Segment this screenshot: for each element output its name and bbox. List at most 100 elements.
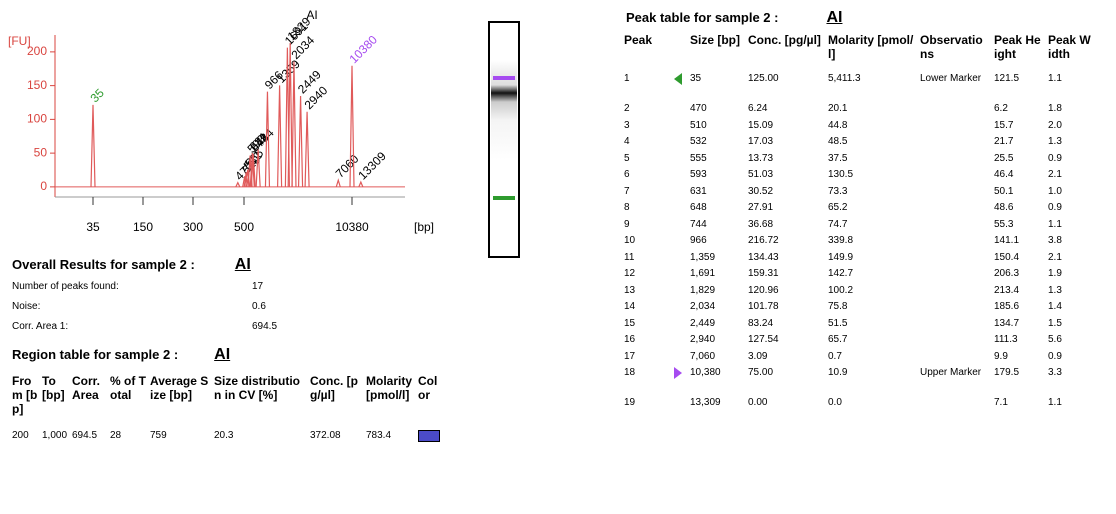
peak-cell: Upper Marker [918, 367, 992, 397]
peak-header: Conc. [pg/µl] [746, 33, 826, 73]
peak-cell [918, 252, 992, 269]
peak-row: 659351.03130.546.42.1 [622, 169, 1094, 186]
peak-cell: 1,359 [688, 252, 746, 269]
peak-cell: 150.4 [992, 252, 1046, 269]
peak-row: 142,034101.7875.8185.61.4 [622, 301, 1094, 318]
peak-cell: 149.9 [826, 252, 918, 269]
peak-cell: 121.5 [992, 73, 1046, 103]
peak-cell: 44.8 [826, 120, 918, 137]
peak-cell: 2.0 [1046, 120, 1094, 137]
region-header: From [bp] [10, 374, 40, 430]
peak-cell [918, 285, 992, 302]
y-tick-label: 50 [34, 145, 48, 159]
peak-cell: 0.9 [1046, 202, 1094, 219]
region-sample: AI [214, 346, 230, 363]
peak-cell [918, 120, 992, 137]
peak-label: 10380 [346, 32, 380, 66]
peak-cell: 16 [622, 334, 688, 351]
peak-cell: 532 [688, 136, 746, 153]
peak [91, 105, 95, 187]
peak-cell: 744 [688, 219, 746, 236]
overall-title: Overall Results for sample 2 : [12, 257, 195, 272]
peak-cell: 213.4 [992, 285, 1046, 302]
peak-cell: 3.8 [1046, 235, 1094, 252]
marker-icon [674, 73, 682, 85]
upper-band [493, 76, 515, 80]
peak-cell: 13.73 [746, 153, 826, 170]
peak-cell: 6 [622, 169, 688, 186]
peak-cell [918, 219, 992, 236]
peak-cell: 10,380 [688, 367, 746, 397]
peak-cell [918, 136, 992, 153]
peak-label: 35 [87, 86, 107, 106]
peak-cell: 2.1 [1046, 169, 1094, 186]
region-color-cell [416, 430, 442, 446]
peak-cell: 185.6 [992, 301, 1046, 318]
peak-cell: 74.7 [826, 219, 918, 236]
peak-cell: 130.5 [826, 169, 918, 186]
region-cell: 1,000 [40, 430, 70, 446]
peak-cell [918, 103, 992, 120]
peak-cell: 1.0 [1046, 186, 1094, 203]
peak [299, 96, 303, 187]
peak-cell: 1.1 [1046, 219, 1094, 236]
peak-cell [918, 186, 992, 203]
color-swatch [418, 430, 440, 442]
region-header: % of Total [108, 374, 148, 430]
peak-cell [918, 169, 992, 186]
peak-cell: 134.43 [746, 252, 826, 269]
peak-cell: 5,411.3 [826, 73, 918, 103]
peak-cell: 3.09 [746, 351, 826, 368]
peak-cell: 37.5 [826, 153, 918, 170]
peak-cell: 1.4 [1046, 301, 1094, 318]
peak-cell: 2,940 [688, 334, 746, 351]
peak-cell: 5 [622, 153, 688, 170]
overall-label: Corr. Area 1: [10, 321, 250, 341]
peak-cell: 30.52 [746, 186, 826, 203]
peak-cell: 17.03 [746, 136, 826, 153]
peak-cell: 101.78 [746, 301, 826, 318]
peak-cell: 36.68 [746, 219, 826, 236]
peak-cell: 10 [622, 235, 688, 252]
overall-row: Number of peaks found:17 [10, 281, 279, 301]
peak-cell: 10.9 [826, 367, 918, 397]
peak-cell: 27.91 [746, 202, 826, 219]
peak-cell: 48.5 [826, 136, 918, 153]
peak-cell: 1,829 [688, 285, 746, 302]
page: AI [FU] [bp] 050100150200351503005001038… [0, 0, 1116, 514]
peak-cell: 1,691 [688, 268, 746, 285]
peak-cell: 3 [622, 120, 688, 137]
peak-cell [918, 301, 992, 318]
peak-cell: 83.24 [746, 318, 826, 335]
peak-row: 10966216.72339.8141.13.8 [622, 235, 1094, 252]
peak-header: Peak Width [1046, 33, 1094, 73]
peak-row: 974436.6874.755.31.1 [622, 219, 1094, 236]
overall-value: 17 [250, 281, 279, 301]
peak-cell: 55.3 [992, 219, 1046, 236]
peak-cell [918, 153, 992, 170]
peak-cell: 125.00 [746, 73, 826, 103]
region-table: From [bp]To [bp]Corr. Area% of TotalAver… [10, 374, 442, 446]
overall-row: Noise:0.6 [10, 301, 279, 321]
peak-cell: 631 [688, 186, 746, 203]
peak-cell [918, 235, 992, 252]
peak-cell: 48.6 [992, 202, 1046, 219]
peak-cell: 6.24 [746, 103, 826, 120]
peak-cell: 75.8 [826, 301, 918, 318]
peak-cell: 35 [688, 73, 746, 103]
overall-label: Number of peaks found: [10, 281, 250, 301]
region-cell: 28 [108, 430, 148, 446]
peak-row: 111,359134.43149.9150.42.1 [622, 252, 1094, 269]
peak-cell: 0.9 [1046, 351, 1094, 368]
peak-row: 1913,3090.000.07.11.1 [622, 397, 1094, 414]
peak-cell: 11 [622, 252, 688, 269]
peak-header: Molarity [pmol/l] [826, 33, 918, 73]
peak-cell: 13,309 [688, 397, 746, 414]
peak-cell: 15 [622, 318, 688, 335]
peak-cell: 127.54 [746, 334, 826, 351]
region-header: Region table for sample 2 :AI [12, 346, 230, 364]
peak-cell: 179.5 [992, 367, 1046, 397]
peak-row: 351015.0944.815.72.0 [622, 120, 1094, 137]
